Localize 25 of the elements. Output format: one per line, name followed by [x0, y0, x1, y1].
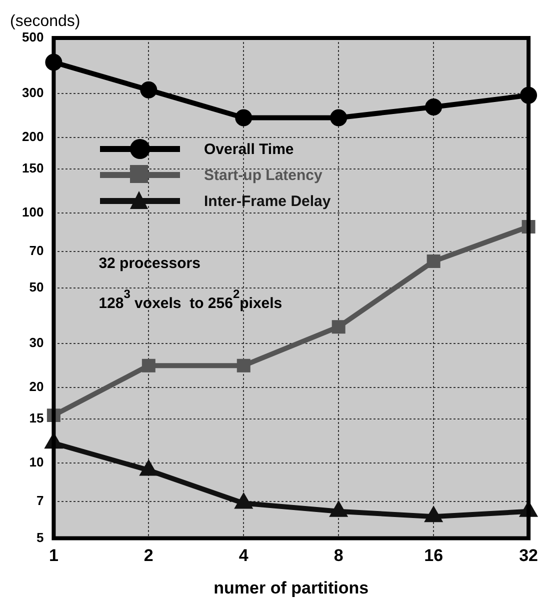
y-tick-label: 300	[22, 85, 44, 100]
text: Inter-Frame Delay	[204, 192, 331, 210]
annotation: 32 processors	[98, 255, 200, 272]
x-tick-label: 32	[519, 546, 538, 566]
y-tick-label: 200	[22, 129, 44, 144]
x-tick-label: 4	[238, 546, 249, 566]
x-tick-label: 16	[424, 546, 444, 566]
y-axis-title: (seconds)	[10, 13, 80, 30]
y-tick-label: 500	[22, 30, 44, 45]
x-tick-label: 1	[48, 546, 58, 566]
y-tick-label: 70	[29, 243, 44, 258]
y-tick-label: 5	[36, 530, 44, 545]
y-tick-label: 50	[29, 280, 44, 295]
y-tick-label: 20	[29, 379, 44, 394]
y-tick-label: 100	[22, 204, 44, 220]
y-tick-label: 150	[22, 160, 44, 176]
x-axis-title: numer of partitions	[214, 578, 369, 598]
text: Start-up Latency	[204, 166, 322, 184]
series-label: Overall Time	[204, 140, 294, 158]
y-tick-label: 30	[29, 335, 44, 350]
x-tick-label: 2	[144, 546, 154, 566]
y-tick-label: 15	[29, 410, 44, 426]
y-tick-label: 10	[29, 454, 44, 470]
y-tick-label: 7	[36, 493, 44, 508]
x-tick-label: 8	[334, 546, 344, 566]
